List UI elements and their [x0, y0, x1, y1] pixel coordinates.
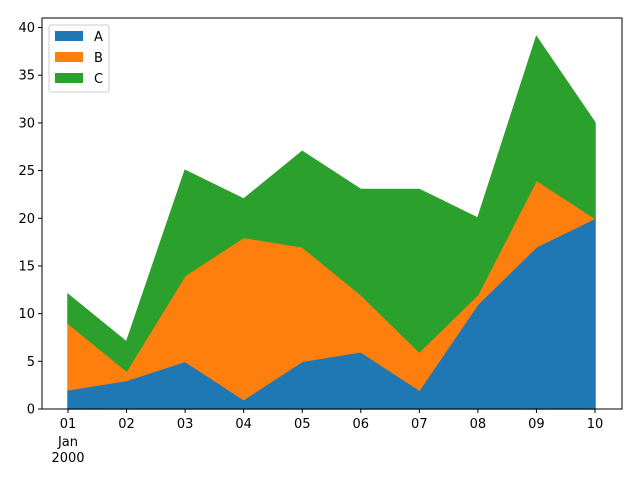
x-sublabel-month: Jan — [57, 435, 78, 450]
x-tick-label: 04 — [235, 417, 252, 432]
x-tick-label: 06 — [353, 417, 370, 432]
plot-frame — [41, 17, 623, 410]
y-tick-label: 20 — [18, 212, 35, 227]
legend: ABC — [48, 24, 110, 93]
y-tick-label: 10 — [18, 307, 35, 322]
x-tick-label: 02 — [118, 417, 135, 432]
x-tick-label: 01 — [60, 417, 77, 432]
y-tick-label: 5 — [27, 355, 35, 370]
y-axis: 0 5 10 15 20 25 30 35 40 — [18, 21, 42, 418]
x-tick-label: 05 — [294, 417, 311, 432]
legend-label-c: C — [94, 72, 103, 87]
x-sublabel-year: 2000 — [51, 451, 84, 466]
y-tick-label: 25 — [18, 164, 35, 179]
legend-swatch-a — [55, 31, 83, 41]
areas-group — [67, 35, 597, 410]
y-tick-label: 40 — [18, 21, 35, 36]
legend-label-a: A — [94, 30, 103, 45]
y-tick-label: 0 — [27, 403, 35, 418]
x-tick-label: 09 — [528, 417, 545, 432]
line-series-c — [67, 35, 596, 344]
y-tick-label: 35 — [18, 69, 35, 84]
x-axis: Jan 2000 01 02 03 04 05 06 07 08 09 10 — [51, 409, 603, 466]
y-tick-label: 15 — [18, 259, 35, 274]
x-tick-label: 08 — [470, 417, 487, 432]
legend-label-b: B — [94, 51, 103, 66]
y-tick-label: 30 — [18, 116, 35, 131]
x-tick-label: 07 — [411, 417, 428, 432]
legend-swatch-c — [55, 73, 83, 83]
x-tick-label: 03 — [177, 417, 194, 432]
legend-swatch-b — [55, 52, 83, 62]
x-tick-label: 10 — [587, 417, 604, 432]
